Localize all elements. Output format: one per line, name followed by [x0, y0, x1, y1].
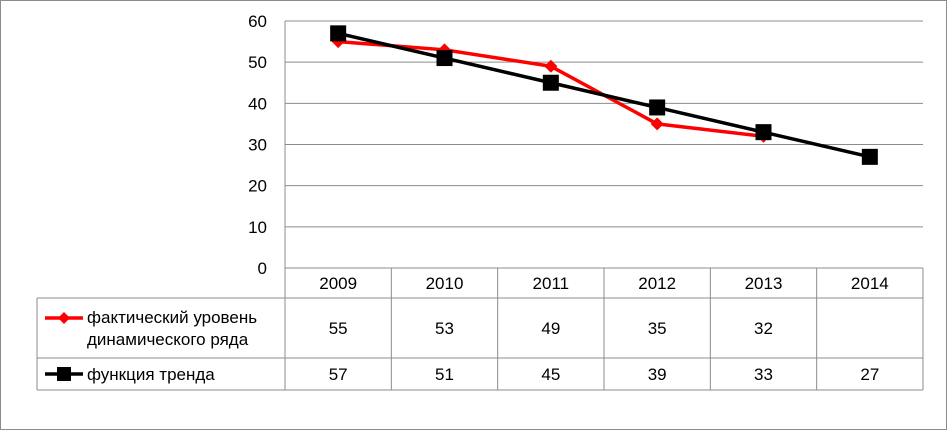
legend-label-line-0: фактический уровень [87, 308, 257, 327]
table-value-actual-2013: 32 [754, 319, 773, 338]
table-value-actual-2012: 35 [648, 319, 667, 338]
table-value-actual-2009: 55 [329, 319, 348, 338]
y-tick-label-0: 0 [258, 259, 267, 278]
data-table: 2009 2010 2011 2012 2013 2014 фактический уров… [36, 267, 924, 391]
x-category-label-2009: 2009 [319, 274, 357, 293]
y-axis-ticks: 0 10 20 30 40 50 60 [248, 12, 267, 278]
series-line-trend [337, 31, 871, 159]
legend-marker-trend [57, 367, 71, 381]
y-tick-label-10: 10 [248, 218, 267, 237]
legend-label-actual: фактический уровень динамического ряда [87, 308, 257, 349]
x-category-label-2013: 2013 [745, 274, 783, 293]
table-value-trend-2011: 45 [541, 365, 560, 384]
point-trend-2012 [649, 99, 666, 116]
table-value-actual-2011: 49 [541, 319, 560, 338]
point-trend-2009 [330, 25, 347, 42]
point-actual-2011 [544, 59, 558, 73]
point-trend-2010 [436, 50, 453, 67]
y-tick-label-50: 50 [248, 53, 267, 72]
y-tick-label-20: 20 [248, 177, 267, 196]
y-tick-label-30: 30 [248, 136, 267, 155]
table-value-trend-2014: 27 [860, 365, 879, 384]
point-trend-2014 [861, 148, 878, 165]
table-value-trend-2012: 39 [648, 365, 667, 384]
series-trend [330, 25, 878, 165]
x-category-label-2011: 2011 [533, 274, 570, 293]
point-actual-2012 [650, 117, 664, 131]
y-tick-label-60: 60 [248, 12, 267, 31]
legend-label-line-1: динамического ряда [87, 330, 249, 349]
table-value-trend-2009: 57 [329, 365, 348, 384]
table-value-actual-2010: 53 [435, 319, 454, 338]
legend-marker-actual [58, 312, 70, 324]
point-trend-2011 [542, 74, 559, 91]
table-value-trend-2010: 51 [435, 365, 454, 384]
series [330, 25, 878, 165]
legend-label-line-0: функция тренда [87, 365, 215, 384]
legend-label-trend: функция тренда [87, 365, 215, 384]
table-value-trend-2013: 33 [754, 365, 773, 384]
y-tick-label-40: 40 [248, 94, 267, 113]
x-category-label-2014: 2014 [851, 274, 889, 293]
x-category-label-2010: 2010 [426, 274, 464, 293]
point-trend-2013 [755, 124, 772, 141]
x-category-label-2012: 2012 [638, 274, 676, 293]
gridlines [284, 20, 923, 269]
